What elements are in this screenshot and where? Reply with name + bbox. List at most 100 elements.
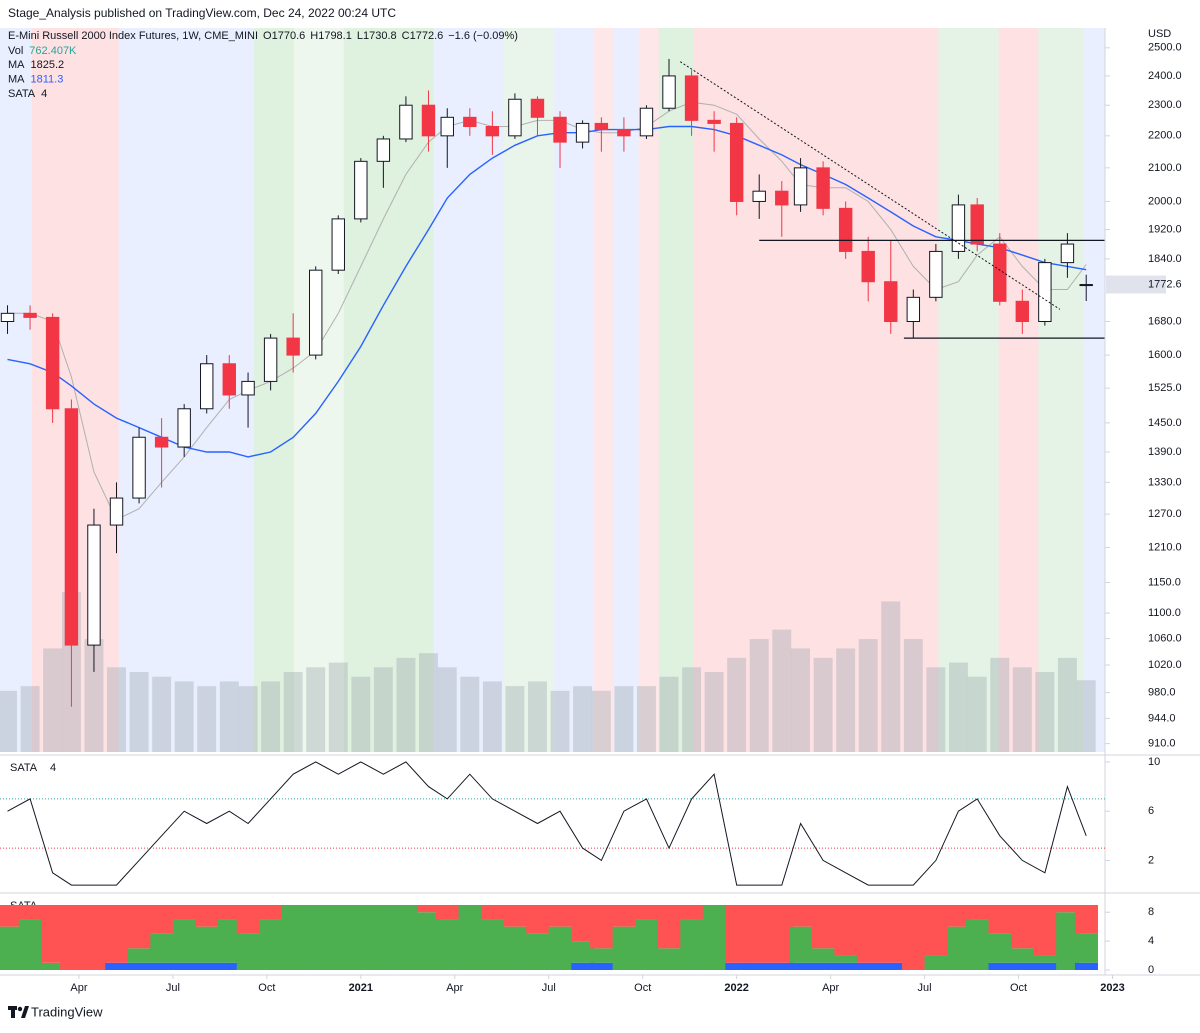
heatmap-cell — [834, 962, 858, 970]
candle-body — [929, 250, 943, 298]
heatmap-cell — [435, 919, 460, 970]
heatmap-cell — [590, 962, 614, 970]
x-tick-label: Jul — [166, 982, 180, 994]
change-value: −1.6 (−0.09%) — [448, 30, 518, 42]
volume-bar — [418, 653, 438, 752]
indicator-value: 4 — [41, 88, 47, 100]
logo-part — [11, 1010, 15, 1018]
candle-body — [440, 116, 454, 137]
heatmap-cell — [526, 933, 550, 970]
heatmap-cell — [789, 962, 813, 970]
volume-bar — [836, 648, 856, 752]
x-tick-label: Oct — [634, 982, 651, 994]
volume-bar — [328, 662, 348, 752]
ohlc-value: 1730.8 — [363, 30, 397, 42]
heatmap-cell — [747, 905, 771, 963]
heatmap-cell — [394, 905, 418, 970]
heatmap-cell — [150, 962, 174, 970]
candle-body — [286, 337, 300, 356]
heatmap-cell — [372, 905, 396, 970]
candle-body — [154, 436, 169, 448]
volume-bar — [1012, 667, 1032, 752]
y-tick-label: 1840.0 — [1148, 253, 1182, 265]
volume-bar — [261, 681, 281, 752]
tradingview-logo — [8, 1006, 29, 1018]
volume-bar — [84, 639, 104, 752]
heatmap-cell — [1074, 962, 1098, 970]
volume-bar — [858, 639, 878, 752]
heatmap-cell — [1033, 955, 1057, 963]
volume-bar — [43, 648, 63, 752]
volume-bar — [591, 690, 611, 752]
stage-band — [938, 28, 999, 752]
sata-title: SATA — [10, 762, 38, 774]
heatmap-cell — [41, 905, 65, 963]
legend-title: E-Mini Russell 2000 Index Futures, 1W, C… — [8, 30, 258, 42]
heatmap-cell — [635, 905, 659, 920]
candle-body — [793, 167, 808, 206]
heatmap-cell — [879, 962, 903, 970]
heatmap-cell — [680, 919, 704, 970]
volume-bar — [482, 681, 502, 752]
x-tick-label: Apr — [822, 982, 839, 994]
x-tick-label: Apr — [70, 982, 87, 994]
volume-bar — [197, 686, 217, 752]
heatmap-cell — [590, 948, 614, 963]
y-tick-label: 2300.0 — [1148, 99, 1182, 111]
heatmap-cell — [217, 962, 242, 970]
volume-bar — [152, 676, 172, 752]
candle-body — [838, 207, 853, 252]
candle-body — [993, 243, 1007, 302]
y-tick-label: 4 — [1148, 935, 1154, 947]
heatmap-cell — [259, 905, 283, 920]
heatmap-cell — [902, 905, 926, 970]
heatmap-cell — [856, 905, 880, 963]
ohlc-label: C — [402, 30, 410, 42]
heatmap-cell — [127, 962, 151, 970]
y-tick-label: 2100.0 — [1148, 162, 1182, 174]
heatmap-cell — [988, 962, 1012, 970]
y-tick-label: 1600.0 — [1148, 349, 1182, 361]
heatmap-cell — [834, 905, 858, 956]
stage-band — [343, 28, 434, 752]
heatmap-cell — [105, 962, 129, 970]
footer-brand: TradingView — [31, 1004, 103, 1019]
heatmap-cell — [988, 905, 1012, 934]
heatmap-cell — [789, 905, 813, 927]
heatmap-cell — [1011, 905, 1035, 949]
stage-band — [1083, 28, 1105, 752]
stage-band — [253, 28, 294, 752]
candle-body — [263, 337, 278, 382]
candle-body — [861, 250, 875, 283]
x-tick-label: 2023 — [1100, 982, 1124, 994]
candle-body — [775, 190, 789, 206]
volume-bar — [813, 657, 833, 752]
moving-average — [7, 101, 1087, 521]
heatmap-cell — [127, 948, 151, 963]
heatmap-cell — [834, 955, 858, 963]
volume-bar — [527, 681, 547, 752]
heatmap-cell — [789, 926, 813, 963]
volume-bar — [659, 676, 679, 752]
candle-body — [109, 497, 124, 526]
volume-bar — [881, 601, 901, 752]
volume-bar — [926, 667, 946, 752]
y-tick-label: 2400.0 — [1148, 70, 1182, 82]
heatmap-cell — [1074, 933, 1098, 963]
x-tick-label: Apr — [446, 982, 463, 994]
logo-part — [8, 1006, 17, 1010]
y-tick-label: 910.0 — [1148, 738, 1176, 750]
y-tick-label: 1450.0 — [1148, 417, 1182, 429]
heatmap-cell — [503, 926, 527, 970]
volume-bar — [791, 648, 811, 752]
candle-body — [1079, 284, 1093, 287]
heatmap-cell — [702, 905, 726, 970]
heatmap-cell — [947, 905, 971, 927]
stage-band — [503, 28, 554, 752]
candle-body — [884, 281, 898, 322]
ohlc-value: 1770.6 — [272, 30, 306, 42]
y-tick-label: 1390.0 — [1148, 446, 1182, 458]
heatmap-cell — [236, 933, 260, 970]
volume-bar — [749, 639, 769, 752]
